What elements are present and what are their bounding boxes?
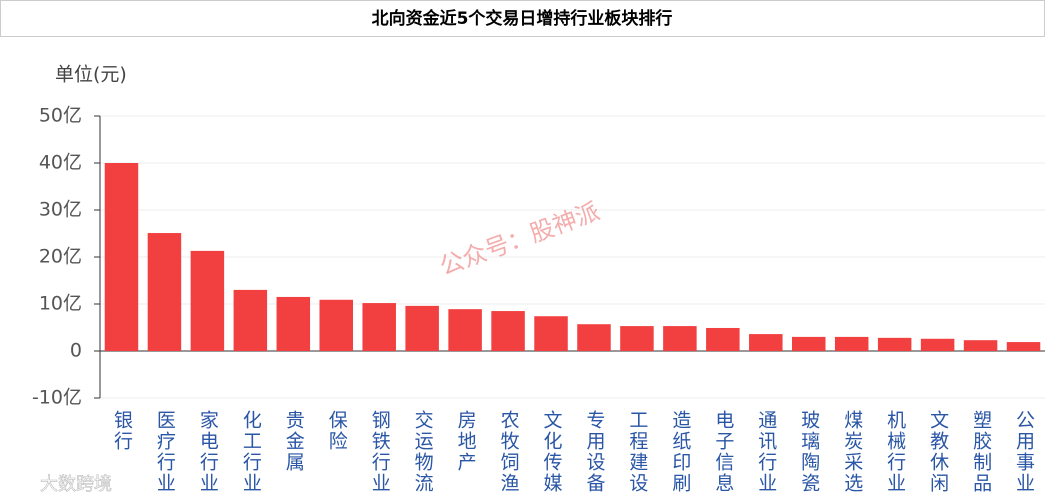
x-tick-label: 文化传媒 xyxy=(541,410,563,494)
bar xyxy=(1006,342,1041,351)
bar xyxy=(749,334,783,351)
bar xyxy=(491,311,525,351)
y-tick-label: 20亿 xyxy=(39,246,82,268)
x-tick-label: 塑胶制品 xyxy=(970,410,992,494)
bar xyxy=(448,309,482,351)
x-tick-label: 通讯行业 xyxy=(755,410,777,494)
bar xyxy=(877,337,912,351)
bar xyxy=(577,324,611,351)
bar xyxy=(963,340,998,351)
x-tick-label: 公用事业 xyxy=(1013,410,1035,494)
x-tick-label: 电子信息 xyxy=(712,410,734,494)
x-tick-label: 文教休闲 xyxy=(927,410,949,494)
bar xyxy=(834,336,869,351)
bar xyxy=(362,303,396,351)
y-tick-label: 50亿 xyxy=(39,105,82,127)
x-tick-label: 造纸印刷 xyxy=(669,410,691,494)
x-tick-label: 工程建设 xyxy=(626,410,648,494)
x-tick-label: 钢铁行业 xyxy=(369,410,391,494)
bar xyxy=(791,336,826,351)
bar xyxy=(147,233,182,351)
bar xyxy=(706,327,740,351)
y-tick-label: 10亿 xyxy=(39,293,82,315)
x-tick-label: 医疗行业 xyxy=(154,410,176,494)
bar xyxy=(663,326,697,351)
x-tick-label: 玻璃陶瓷 xyxy=(798,410,820,494)
x-tick-label: 贵金属 xyxy=(283,410,305,473)
x-tick-label: 专用设备 xyxy=(583,410,605,494)
y-tick-label: 0 xyxy=(70,340,82,362)
bar xyxy=(534,316,568,351)
x-tick-label: 交运物流 xyxy=(412,410,434,494)
bar xyxy=(104,163,139,351)
x-tick-label: 机械行业 xyxy=(884,410,906,494)
bar xyxy=(276,296,311,351)
y-axis-label: 单位(元) xyxy=(55,64,127,86)
bar xyxy=(620,326,654,351)
bar xyxy=(233,289,268,351)
x-tick-label: 煤炭采选 xyxy=(841,410,863,494)
y-tick-label: 30亿 xyxy=(39,199,82,221)
x-tick-label: 化工行业 xyxy=(240,410,262,494)
watermark: 大数跨境 xyxy=(40,474,112,495)
x-tick-label: 银行 xyxy=(111,410,133,452)
x-tick-label: 房地产 xyxy=(455,410,477,473)
y-tick-label: -10亿 xyxy=(32,387,82,409)
x-tick-label: 家电行业 xyxy=(197,410,219,494)
y-tick-label: 40亿 xyxy=(39,152,82,174)
x-tick-label: 农牧饲渔 xyxy=(498,410,520,494)
bar xyxy=(405,305,439,351)
bar xyxy=(920,338,955,351)
bar xyxy=(319,299,354,351)
bar xyxy=(190,250,225,351)
chart-title: 北向资金近5个交易日增持行业板块排行 xyxy=(372,8,673,29)
x-tick-label: 保险 xyxy=(326,410,348,452)
title-bar xyxy=(0,0,1045,37)
